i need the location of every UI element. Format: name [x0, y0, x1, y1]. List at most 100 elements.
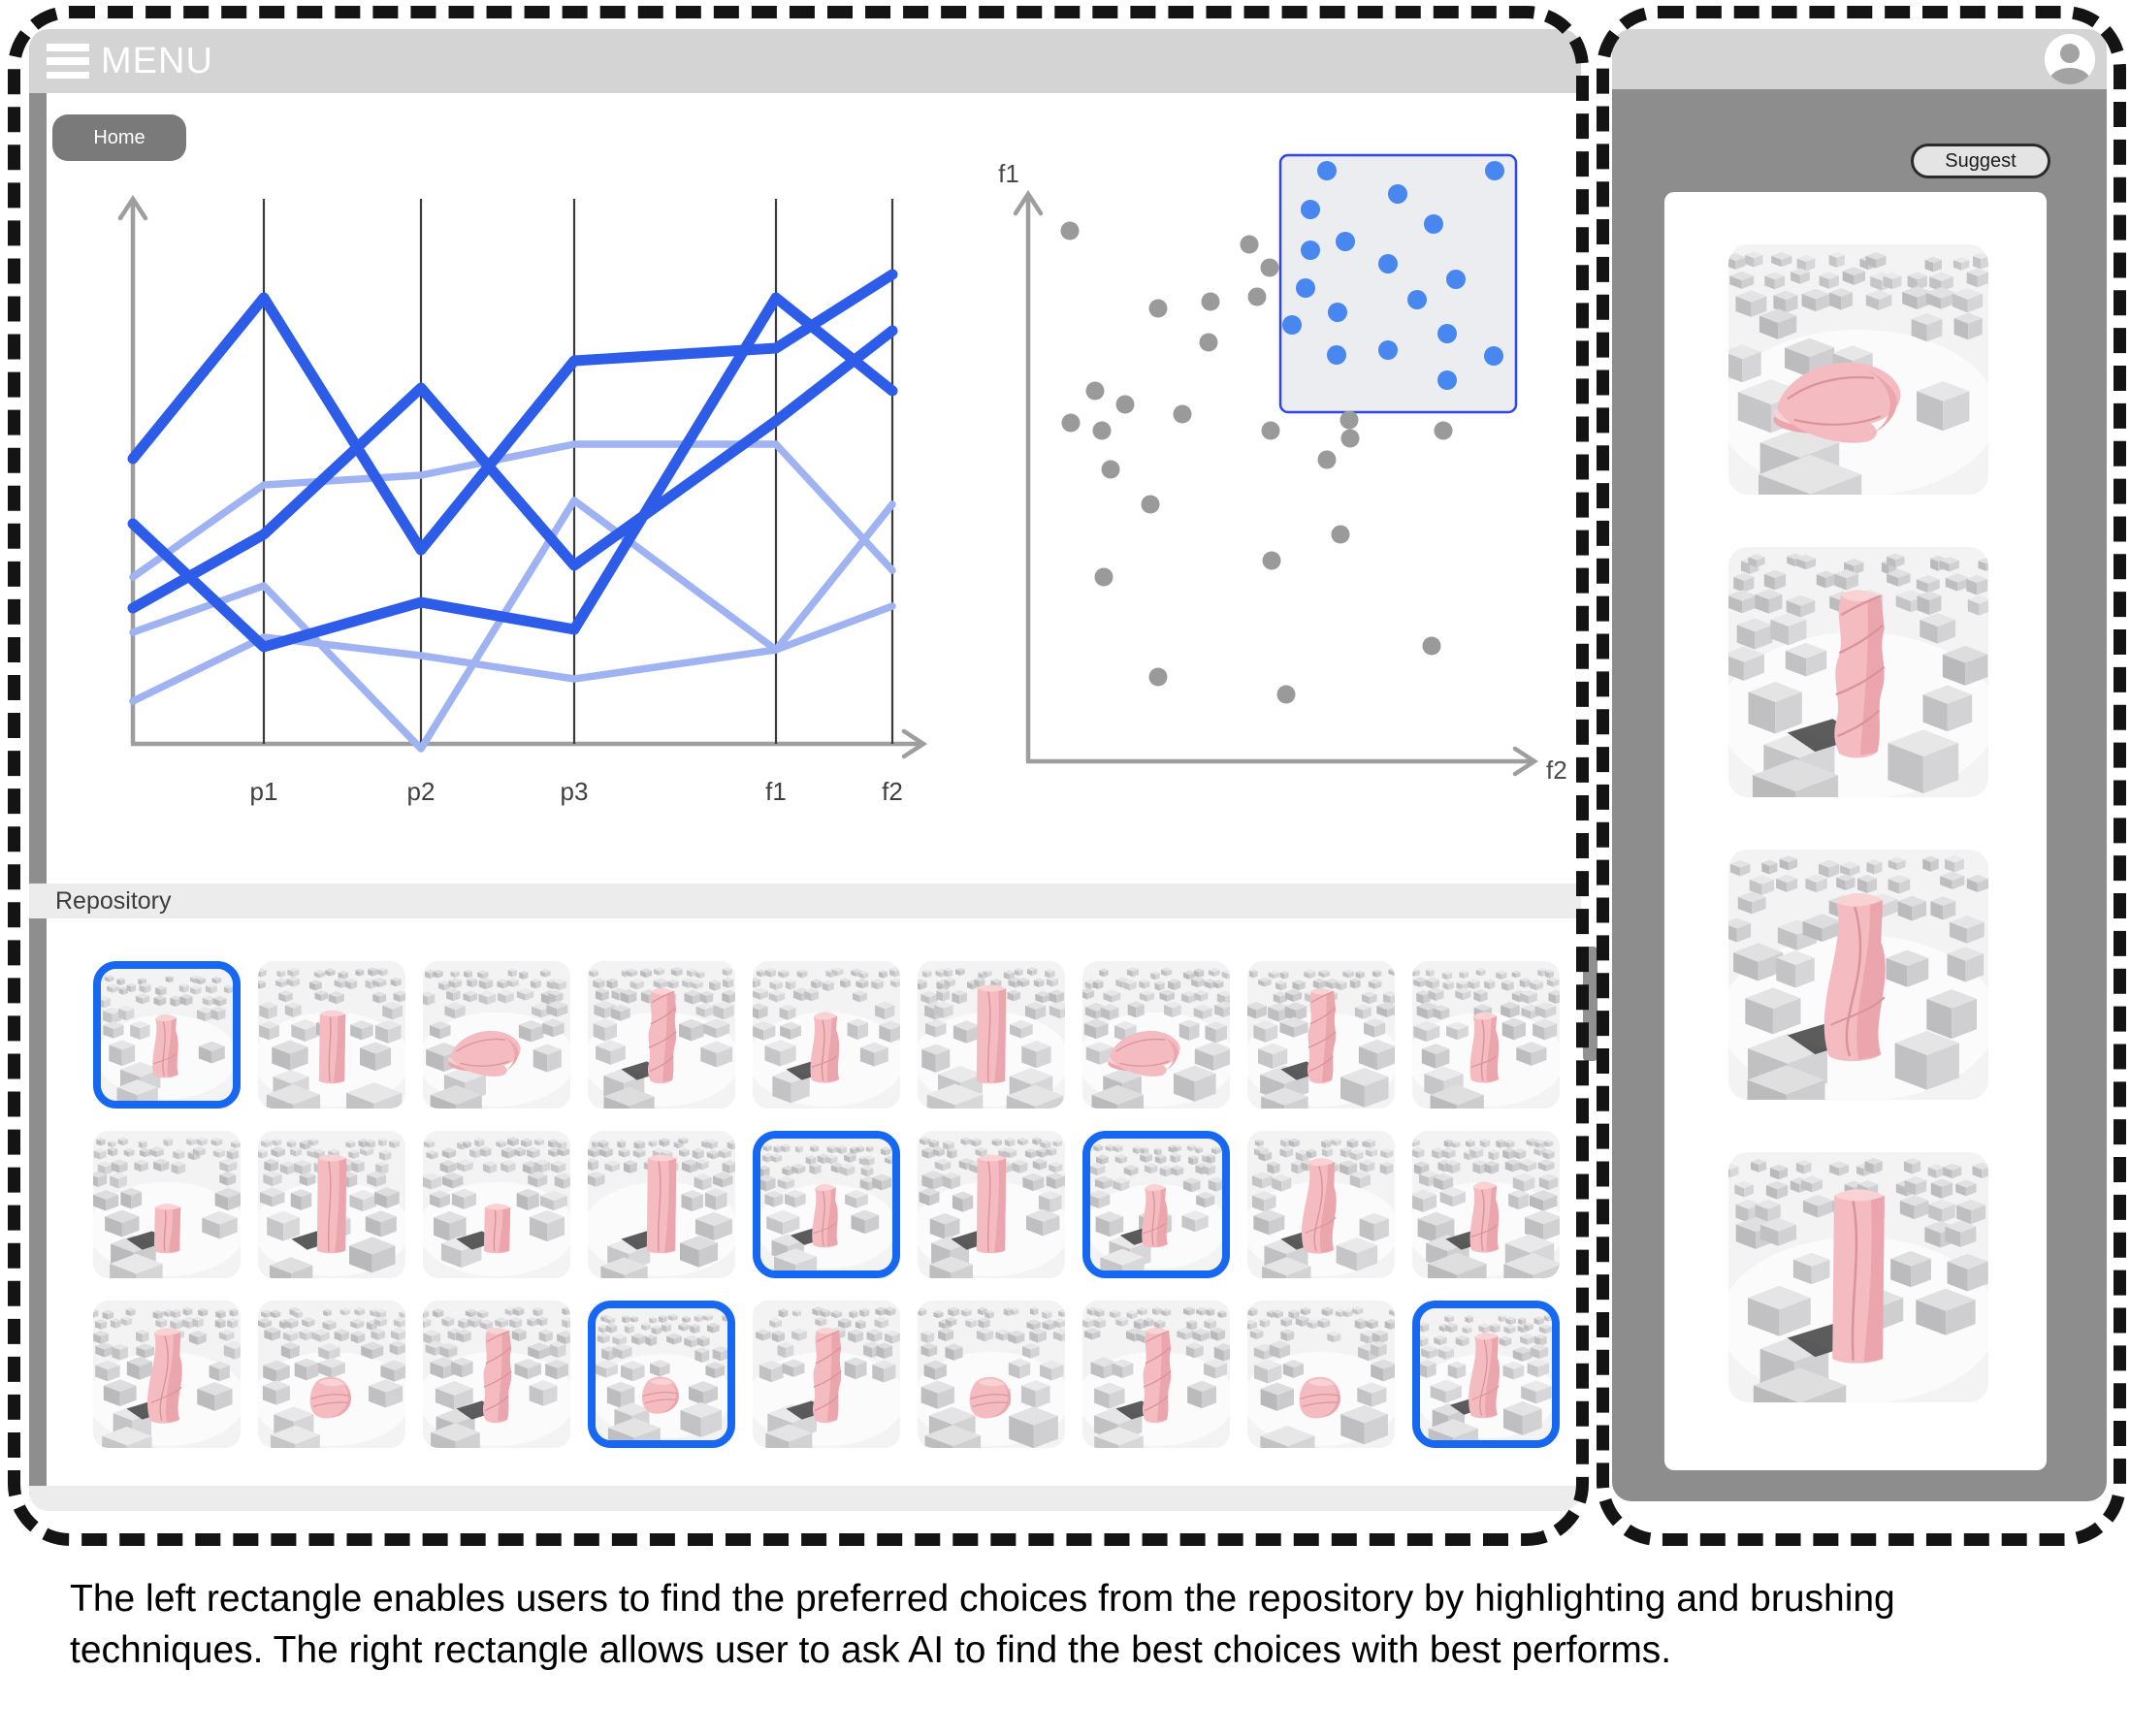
- scatter-point: [1173, 404, 1192, 424]
- repo-item-r1-c4[interactable]: [588, 961, 735, 1109]
- repo-item-r3-c3[interactable]: [423, 1301, 570, 1448]
- repo-item-r2-c9[interactable]: [1412, 1131, 1560, 1278]
- scatter-point: [1094, 567, 1113, 587]
- menu-bar: MENU: [29, 29, 1581, 93]
- repo-item-r2-c5-selected[interactable]: [753, 1131, 900, 1278]
- axis-label-f2: f2: [882, 777, 903, 806]
- parallel-coordinates-chart: p1 p2 p3 f1 f2: [117, 194, 928, 806]
- repo-item-r2-c7-selected[interactable]: [1082, 1131, 1230, 1278]
- caption-line-2: techniques. The right rectangle allows u…: [70, 1629, 1672, 1671]
- scatter-point-selected: [1446, 270, 1466, 289]
- pc-line-unselected-3: [129, 500, 896, 705]
- repository-footer-strip: [29, 1486, 1581, 1511]
- repo-item-r1-c1-selected[interactable]: [93, 961, 241, 1109]
- scatter-point-selected: [1378, 254, 1398, 273]
- scatter-point-selected: [1437, 324, 1457, 343]
- repo-item-r2-c6[interactable]: [918, 1131, 1065, 1278]
- scatter-point-selected: [1301, 200, 1320, 219]
- repo-item-r3-c8[interactable]: [1247, 1301, 1395, 1448]
- panel-resize-handle[interactable]: [1583, 947, 1598, 1061]
- right-menu-band: [1612, 29, 2107, 89]
- scatter-point: [1434, 421, 1453, 440]
- scatter-point: [1101, 460, 1120, 479]
- scatter-point-selected: [1484, 346, 1503, 366]
- scatter-point: [1092, 421, 1112, 440]
- repo-item-r2-c1[interactable]: [93, 1131, 241, 1278]
- repo-item-r2-c4[interactable]: [588, 1131, 735, 1278]
- pc-line-unselected-2: [129, 497, 896, 753]
- scatter-point-selected: [1328, 303, 1347, 322]
- scatter-point: [1331, 525, 1350, 544]
- repo-item-r1-c6[interactable]: [918, 961, 1065, 1109]
- repo-item-r3-c6[interactable]: [918, 1301, 1065, 1448]
- repo-item-r2-c8[interactable]: [1247, 1131, 1395, 1278]
- scatter-point: [1261, 421, 1280, 440]
- scatter-point: [1148, 299, 1168, 318]
- repository-header: Repository: [29, 884, 1581, 918]
- repo-item-r1-c8[interactable]: [1247, 961, 1395, 1109]
- repository-title: Repository: [55, 886, 172, 915]
- scatter-point-selected: [1407, 290, 1427, 309]
- pc-line-selected-1: [127, 269, 898, 556]
- scatter-point: [1060, 221, 1080, 241]
- scatter-point: [1115, 395, 1135, 414]
- brush-selection[interactable]: [1278, 153, 1518, 414]
- repo-item-r3-c7[interactable]: [1082, 1301, 1230, 1448]
- scatter-point-selected: [1327, 345, 1346, 365]
- pc-line-selected-2: [127, 292, 898, 653]
- left-sidebar-strip: [29, 93, 47, 1495]
- pc-line-unselected-1: [129, 440, 896, 581]
- repo-item-r2-c3[interactable]: [423, 1131, 570, 1278]
- repo-item-r2-c2[interactable]: [258, 1131, 405, 1278]
- scatter-point: [1085, 381, 1105, 401]
- axis-label-f1: f1: [765, 777, 787, 806]
- scatter-point: [1141, 495, 1160, 514]
- scatter-point: [1262, 551, 1281, 570]
- hamburger-icon[interactable]: [47, 44, 89, 79]
- repo-item-r1-c7[interactable]: [1082, 961, 1230, 1109]
- repo-item-r1-c3[interactable]: [423, 961, 570, 1109]
- scatter-point-selected: [1317, 161, 1337, 180]
- repo-item-r3-c5[interactable]: [753, 1301, 900, 1448]
- scatter-point: [1199, 333, 1218, 352]
- suggest-button[interactable]: Suggest: [1911, 144, 2050, 178]
- scatter-point-selected: [1485, 161, 1504, 180]
- repo-item-r1-c2[interactable]: [258, 961, 405, 1109]
- scatter-plot: f1 f2: [998, 153, 1567, 785]
- scatter-point: [1148, 667, 1168, 687]
- scatter-ylabel: f1: [998, 159, 1019, 188]
- scatter-point-selected: [1437, 370, 1457, 390]
- menu-label: MENU: [101, 40, 213, 81]
- repo-item-r3-c2[interactable]: [258, 1301, 405, 1448]
- scatter-point-selected: [1388, 184, 1407, 204]
- scatter-point: [1276, 685, 1296, 704]
- scatter-point: [1260, 258, 1279, 277]
- repo-item-r1-c9[interactable]: [1412, 961, 1560, 1109]
- scatter-point: [1422, 636, 1441, 656]
- scatter-point-selected: [1336, 232, 1355, 251]
- left-app-window: MENU Home p1 p2 p3 f1 f2 f1 f2 Repository: [29, 29, 1581, 1511]
- scatter-point: [1340, 429, 1360, 448]
- scatter-point: [1061, 413, 1081, 433]
- pc-line-selected-3: [127, 325, 898, 614]
- scatter-point: [1201, 292, 1220, 311]
- suggestion-item-4[interactable]: [1728, 1152, 1988, 1402]
- repo-item-r3-c4-selected[interactable]: [588, 1301, 735, 1448]
- repo-item-r1-c5[interactable]: [753, 961, 900, 1109]
- repo-item-r3-c1[interactable]: [93, 1301, 241, 1448]
- home-button[interactable]: Home: [52, 114, 186, 161]
- scatter-point: [1247, 287, 1267, 306]
- repo-item-r3-c9-selected[interactable]: [1412, 1301, 1560, 1448]
- suggestion-item-2[interactable]: [1728, 547, 1988, 797]
- axis-label-p1: p1: [250, 777, 278, 806]
- axis-label-p2: p2: [407, 777, 436, 806]
- charts-layer: p1 p2 p3 f1 f2 f1 f2: [117, 153, 1567, 806]
- scatter-point-selected: [1424, 214, 1443, 234]
- suggestion-item-1[interactable]: [1728, 244, 1988, 495]
- scatter-xlabel: f2: [1546, 755, 1567, 785]
- suggestion-item-3[interactable]: [1728, 850, 1988, 1100]
- avatar-icon[interactable]: [2045, 34, 2095, 84]
- scatter-point: [1339, 410, 1359, 430]
- scatter-point-selected: [1378, 340, 1398, 360]
